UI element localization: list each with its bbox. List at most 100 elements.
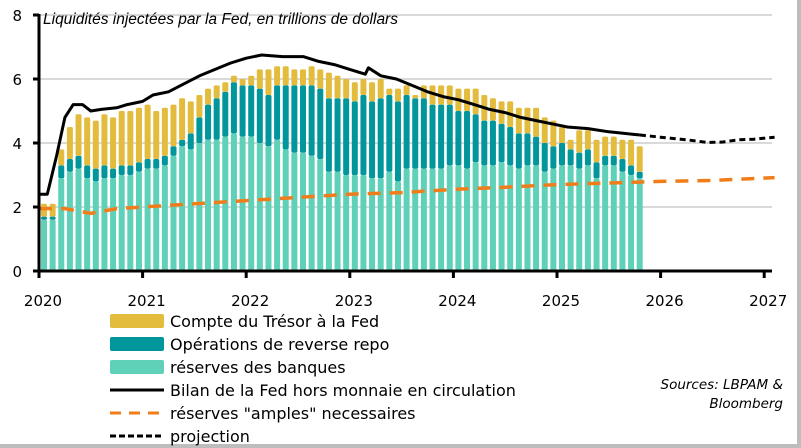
bar-reverse-repo: [41, 216, 47, 220]
bar-reverse-repo: [619, 159, 626, 172]
bar-reserves: [317, 159, 324, 271]
y-tick-label: 2: [12, 199, 22, 217]
bar-treasury-account: [317, 69, 324, 89]
bar-treasury-account: [153, 111, 160, 159]
bar-reverse-repo: [567, 149, 574, 166]
bar-reserves: [377, 178, 384, 271]
bar-reverse-repo: [386, 95, 393, 172]
bar-reverse-repo: [507, 127, 514, 166]
bar-treasury-account: [464, 88, 471, 111]
bar-reserves: [179, 146, 186, 271]
bar-reserves: [118, 175, 125, 271]
legend-item-ample: réserves "amples" necessaires: [110, 404, 416, 423]
bar-treasury-account: [144, 104, 151, 159]
bar-reverse-repo: [222, 91, 229, 137]
bar-reverse-repo: [196, 117, 203, 143]
bar-reserves: [472, 162, 479, 271]
bar-reverse-repo: [187, 133, 194, 150]
bar-reverse-repo: [498, 123, 505, 163]
bar-reverse-repo: [127, 165, 134, 175]
bar-reverse-repo: [84, 165, 91, 179]
legend-swatch-rrp: [110, 337, 164, 351]
bar-reserves: [222, 136, 229, 271]
bar-reserves: [84, 178, 91, 271]
bar-reserves: [101, 178, 108, 271]
y-tick-label: 6: [12, 71, 22, 89]
bar-treasury-account: [576, 130, 583, 153]
x-tick-label: 2022: [231, 292, 269, 310]
bar-reserves: [161, 165, 168, 271]
bar-treasury-account: [127, 111, 134, 166]
bar-reserves: [265, 146, 272, 271]
bar-reverse-repo: [403, 95, 410, 169]
bar-reserves: [49, 219, 56, 271]
bar-reserves: [394, 181, 401, 271]
bar-reserves: [610, 165, 617, 271]
bar-treasury-account: [222, 82, 229, 92]
legend-item-rrp: Opérations de reverse repo: [110, 335, 389, 354]
bar-reserves: [507, 165, 514, 271]
bar-reverse-repo: [515, 133, 522, 169]
bar-treasury-account: [377, 79, 384, 99]
y-tick-label: 8: [12, 7, 22, 25]
source-line-1: Sources: LBPAM &: [661, 377, 784, 393]
bar-treasury-account: [256, 69, 263, 89]
bar-treasury-account: [567, 139, 574, 150]
bar-reverse-repo: [369, 101, 376, 179]
bar-treasury-account: [170, 104, 177, 147]
bar-treasury-account: [369, 82, 376, 102]
bar-reverse-repo: [420, 98, 427, 169]
bar-reserves: [567, 165, 574, 271]
bar-reverse-repo: [325, 98, 332, 172]
bar-treasury-account: [351, 82, 358, 102]
line-ample: [39, 175, 775, 216]
bar-reverse-repo: [75, 155, 82, 169]
bar-reserves: [343, 175, 350, 271]
bar-reverse-repo: [300, 85, 306, 153]
bar-reverse-repo: [584, 149, 591, 166]
bar-reverse-repo: [135, 162, 142, 172]
bar-treasury-account: [101, 114, 108, 166]
bar-reverse-repo: [533, 136, 540, 166]
bar-treasury-account: [636, 146, 643, 172]
bar-reserves: [360, 175, 367, 271]
bar-reserves: [412, 168, 419, 271]
bar-reserves: [334, 171, 341, 271]
bar-reverse-repo: [576, 152, 583, 169]
axes: 0 2 4 6 8 2020 2021 2022 2023 2024 2025 2026 2027: [12, 7, 787, 310]
bar-reserves: [248, 136, 255, 271]
bar-reverse-repo: [179, 139, 186, 147]
legend-item-tga: Compte du Trésor à la Fed: [110, 312, 379, 331]
bar-reverse-repo: [213, 98, 220, 140]
bar-reserves: [515, 168, 522, 271]
legend-label: Opérations de reverse repo: [170, 335, 389, 354]
legend: Compte du Trésor à la Fed Opérations de r…: [110, 312, 516, 446]
bar-reverse-repo: [559, 143, 565, 166]
bar-treasury-account: [533, 107, 540, 137]
bar-reserves: [92, 181, 99, 271]
legend-item-reserves: réserves des banques: [110, 358, 346, 377]
bar-reserves: [593, 178, 600, 271]
bar-reserves: [41, 219, 47, 271]
bar-reverse-repo: [92, 168, 99, 182]
bar-reverse-repo: [481, 120, 488, 166]
bar-treasury-account: [386, 88, 393, 95]
bar-reserves: [300, 152, 306, 271]
x-tick-label: 2027: [749, 292, 787, 310]
bar-treasury-account: [110, 117, 117, 169]
bar-treasury-account: [248, 75, 255, 86]
bar-reserves: [213, 139, 220, 271]
bar-treasury-account: [584, 130, 591, 150]
bar-reverse-repo: [541, 143, 548, 172]
bar-reverse-repo: [248, 85, 255, 137]
bar-reserves: [256, 143, 263, 271]
bar-treasury-account: [394, 88, 401, 102]
bar-reverse-repo: [256, 88, 263, 143]
bar-reserves: [438, 168, 445, 271]
bar-treasury-account: [58, 149, 65, 166]
bar-reverse-repo: [205, 104, 212, 140]
bar-treasury-account: [213, 85, 220, 99]
source-line-2: Bloomberg: [709, 396, 783, 412]
y-tick-label: 0: [12, 263, 22, 281]
bar-reverse-repo: [455, 111, 462, 166]
